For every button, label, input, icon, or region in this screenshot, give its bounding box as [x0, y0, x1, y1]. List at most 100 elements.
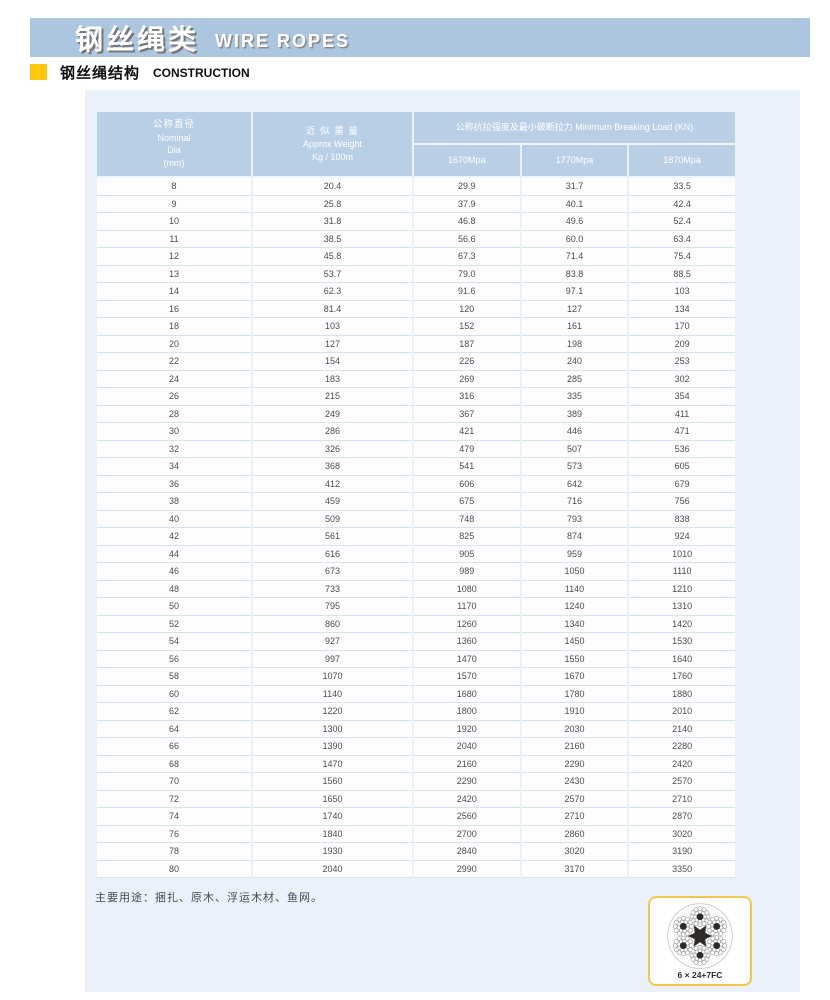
table-row: 40 509 748 793 838	[97, 510, 735, 528]
cell-approx-weight: 81.4	[252, 300, 412, 318]
cell-load-1670: 1470	[413, 650, 520, 668]
cell-load-1670: 2290	[413, 773, 520, 791]
cell-load-1770: 1050	[521, 563, 628, 581]
cell-approx-weight: 1220	[252, 703, 412, 721]
table-row: 8 20.4 29.9 31.7 33.5	[97, 178, 735, 196]
page-banner: 钢丝绳类 WIRE ROPES	[30, 18, 810, 57]
cell-load-1770: 240	[521, 353, 628, 371]
col1-en3: (mm)	[163, 157, 185, 168]
cell-nominal-dia: 72	[97, 790, 251, 808]
table-row: 18 103 152 161 170	[97, 318, 735, 336]
col-header-1870mpa: 1870Mpa	[629, 145, 735, 178]
cell-load-1770: 60.0	[521, 230, 628, 248]
cell-load-1670: 748	[413, 510, 520, 528]
cell-load-1670: 269	[413, 370, 520, 388]
cell-nominal-dia: 52	[97, 615, 251, 633]
usage-note: 主要用途：捆扎、原木、浮运木材、鱼网。	[95, 892, 323, 904]
cell-load-1670: 187	[413, 335, 520, 353]
cell-load-1770: 161	[521, 318, 628, 336]
table-row: 76 1840 2700 2860 3020	[97, 825, 735, 843]
col2-zh: 近 似 重 量	[306, 125, 359, 137]
cell-load-1670: 989	[413, 563, 520, 581]
cell-load-1670: 2040	[413, 738, 520, 756]
banner-title-zh: 钢丝绳类	[75, 23, 200, 55]
table-row: 70 1560 2290 2430 2570	[97, 773, 735, 791]
table-row: 34 368 541 573 605	[97, 458, 735, 476]
cell-load-1770: 959	[521, 545, 628, 563]
cell-load-1770: 1780	[521, 685, 628, 703]
cell-load-1670: 226	[413, 353, 520, 371]
table-row: 78 1930 2840 3020 3190	[97, 843, 735, 861]
cell-load-1770: 2860	[521, 825, 628, 843]
cell-load-1870: 42.4	[629, 195, 735, 213]
cell-load-1870: 536	[629, 440, 735, 458]
table-row: 24 183 269 285 302	[97, 370, 735, 388]
cell-approx-weight: 561	[252, 528, 412, 546]
cell-nominal-dia: 38	[97, 493, 251, 511]
cell-load-1770: 49.6	[521, 213, 628, 231]
cell-load-1770: 874	[521, 528, 628, 546]
cell-load-1770: 2160	[521, 738, 628, 756]
cell-approx-weight: 795	[252, 598, 412, 616]
table-row: 42 561 825 874 924	[97, 528, 735, 546]
cell-load-1670: 1680	[413, 685, 520, 703]
table-row: 48 733 1080 1140 1210	[97, 580, 735, 598]
cell-approx-weight: 459	[252, 493, 412, 511]
table-row: 60 1140 1680 1780 1880	[97, 685, 735, 703]
col-header-approx-weight: 近 似 重 量 Approx Weight Kg / 100m	[252, 112, 412, 178]
cell-load-1670: 120	[413, 300, 520, 318]
cell-approx-weight: 927	[252, 633, 412, 651]
col1-zh: 公称直径	[152, 119, 195, 131]
table-row: 74 1740 2560 2710 2870	[97, 808, 735, 826]
cell-load-1670: 1260	[413, 615, 520, 633]
cell-nominal-dia: 11	[97, 230, 251, 248]
cell-load-1870: 679	[629, 475, 735, 493]
cell-nominal-dia: 10	[97, 213, 251, 231]
cell-load-1670: 1570	[413, 668, 520, 686]
cell-load-1770: 446	[521, 423, 628, 441]
table-row: 16 81.4 120 127 134	[97, 300, 735, 318]
cell-load-1770: 2570	[521, 790, 628, 808]
cell-nominal-dia: 8	[97, 178, 251, 196]
cell-load-1670: 37.9	[413, 195, 520, 213]
cell-load-1870: 52.4	[629, 213, 735, 231]
col2-en2: Kg / 100m	[311, 151, 353, 162]
cell-load-1870: 3350	[629, 860, 735, 878]
cell-load-1670: 905	[413, 545, 520, 563]
cell-approx-weight: 154	[252, 353, 412, 371]
cell-load-1670: 79.0	[413, 265, 520, 283]
table-row: 80 2040 2990 3170 3350	[97, 860, 735, 878]
cell-approx-weight: 733	[252, 580, 412, 598]
table-row: 22 154 226 240 253	[97, 353, 735, 371]
cell-load-1870: 1010	[629, 545, 735, 563]
cell-load-1870: 2870	[629, 808, 735, 826]
cell-load-1870: 1210	[629, 580, 735, 598]
col-header-breaking-load-group: 公称抗拉强度及最小破断拉力 Minimum Breaking Load (KN)	[413, 112, 735, 145]
cell-load-1770: 1670	[521, 668, 628, 686]
cell-load-1870: 3020	[629, 825, 735, 843]
cell-load-1870: 134	[629, 300, 735, 318]
section-title-en: CONSTRUCTION	[153, 66, 250, 80]
cell-load-1870: 756	[629, 493, 735, 511]
cell-nominal-dia: 78	[97, 843, 251, 861]
cell-nominal-dia: 64	[97, 720, 251, 738]
col-header-1670mpa: 1670Mpa	[413, 145, 520, 178]
cell-approx-weight: 368	[252, 458, 412, 476]
cell-load-1670: 2160	[413, 755, 520, 773]
banner-title-en: WIRE ROPES	[215, 31, 351, 51]
cell-load-1670: 367	[413, 405, 520, 423]
table-row: 44 616 905 959 1010	[97, 545, 735, 563]
cell-load-1770: 3020	[521, 843, 628, 861]
cell-load-1670: 1170	[413, 598, 520, 616]
cell-nominal-dia: 50	[97, 598, 251, 616]
cell-load-1670: 1080	[413, 580, 520, 598]
section-heading: 钢丝绳结构 CONSTRUCTION	[30, 62, 250, 82]
cell-load-1770: 1550	[521, 650, 628, 668]
cell-load-1670: 91.6	[413, 283, 520, 301]
table-row: 26 215 316 335 354	[97, 388, 735, 406]
cell-approx-weight: 53.7	[252, 265, 412, 283]
cell-nominal-dia: 24	[97, 370, 251, 388]
table-row: 58 1070 1570 1670 1760	[97, 668, 735, 686]
cell-nominal-dia: 48	[97, 580, 251, 598]
cell-nominal-dia: 28	[97, 405, 251, 423]
